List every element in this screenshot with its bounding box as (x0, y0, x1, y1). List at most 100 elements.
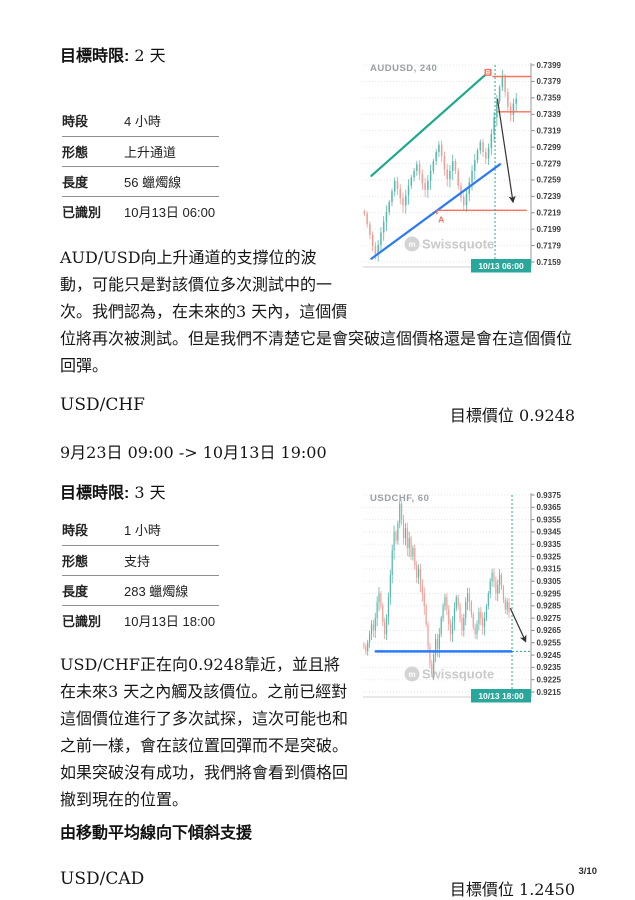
lower-channel-line (370, 163, 502, 260)
usdchf-spec-table: 時段 1 小時 形態 支持 長度 283 蠟燭線 已識別 10月13日 18:0… (62, 515, 219, 635)
usdchf-target-price: 目標價位 0.9248 (450, 402, 575, 426)
usdchf-target-time-heading: 目標時限: 3 天 (60, 479, 575, 503)
target-time-label: 目標時限: (60, 485, 130, 502)
target-price-value: 0.9248 (519, 406, 575, 425)
chart-symbol-title: AUDUSD, 240 (370, 63, 437, 74)
price-axis-label: 0.9365 (537, 503, 562, 512)
table-label: 長度 (62, 575, 124, 606)
pair-heading-usdchf: USD/CHF (60, 395, 145, 415)
price-axis-label: 0.7299 (537, 143, 562, 152)
usdchf-date-range: 9月23日 09:00 -> 10月13日 19:00 (60, 443, 327, 462)
table-label: 形態 (62, 545, 124, 576)
table-label: 長度 (62, 166, 124, 197)
price-axis-label: 0.7159 (537, 258, 562, 267)
candles (363, 499, 510, 680)
upper-channel-line (370, 71, 490, 177)
table-value: 56 蠟燭線 (124, 166, 219, 197)
svg-text:B: B (486, 71, 491, 77)
target-price-label: 目標價位 (449, 406, 514, 425)
svg-text:Swissquote: Swissquote (422, 667, 494, 682)
projection-arrow (509, 608, 527, 643)
price-axis-label: 0.9335 (537, 540, 562, 549)
table-value: 10月13日 06:00 (124, 204, 216, 220)
chart-symbol-title: USDCHF, 60 (370, 493, 429, 504)
target-price-value: 1.2450 (519, 880, 575, 899)
table-label: 形態 (62, 136, 124, 167)
table-row: 形態 上升通道 (62, 136, 219, 167)
target-time-value: 3 天 (134, 483, 166, 502)
price-axis-label: 0.7319 (537, 126, 562, 135)
price-axis-label: 0.7259 (537, 176, 562, 185)
price-axis-label: 0.9275 (537, 614, 562, 623)
table-label: 時段 (62, 515, 124, 546)
identified-time-badge: 10/13 06:00 (471, 259, 531, 273)
table-value: 283 蠟燭線 (124, 575, 219, 606)
table-value: 10月13日 18:00 (124, 613, 216, 629)
price-axis-label: 0.9305 (537, 577, 562, 586)
price-axis-label: 0.9295 (537, 589, 562, 598)
price-axis-label: 0.9355 (537, 515, 562, 524)
price-axis-label: 0.7379 (537, 77, 562, 86)
price-axis-label: 0.9245 (537, 651, 562, 660)
svg-text:10/13 18:00: 10/13 18:00 (478, 691, 524, 701)
usdchf-60-candlestick-chart: 0.9375 0.9365 0.9355 0.9345 0.9335 0.9325 0.93… (363, 491, 562, 703)
price-axis-label: 0.7219 (537, 209, 562, 218)
price-axis-label: 0.9235 (537, 663, 562, 672)
table-row: 形態 支持 (62, 545, 219, 576)
price-axis-label: 0.7179 (537, 241, 562, 250)
swissquote-watermark: m Swissquote (404, 236, 494, 252)
price-axis-label: 0.9215 (537, 688, 562, 697)
table-row: 長度 56 蠟燭線 (62, 166, 219, 197)
price-axis-label: 0.7239 (537, 192, 562, 201)
table-value: 上升通道 (124, 136, 219, 167)
audusd-spec-table: 時段 4 小時 形態 上升通道 長度 56 蠟燭線 已識別 10月13日 06:… (62, 106, 219, 226)
projection-arrow (496, 98, 516, 204)
audusd-analysis-paragraph: AUD/USD向上升通道的支撐位的波動，可能只是對該價位多次測試中的一次。我們認… (60, 248, 573, 375)
svg-text:10/13 06:00: 10/13 06:00 (478, 261, 524, 271)
svg-text:m: m (408, 240, 415, 249)
price-axis-label: 0.9315 (537, 565, 562, 574)
audusd-target-time-heading: 目標時限: 2 天 (60, 42, 575, 66)
candles (363, 69, 517, 262)
audusd-chart-figure: 0.7399 0.7379 0.7359 0.7339 0.7319 0.7299 0.72… (360, 57, 575, 275)
ma-support-note: 由移動平均線向下傾斜支援 (60, 825, 253, 842)
price-axis-label: 0.7359 (537, 94, 562, 103)
usdchf-chart-figure: 0.9375 0.9365 0.9355 0.9345 0.9335 0.9325 0.93… (360, 487, 575, 705)
table-row: 長度 283 蠟燭線 (62, 575, 219, 606)
price-axis-label: 0.9325 (537, 552, 562, 561)
price-axis-label: 0.7399 (537, 61, 562, 70)
table-label: 已識別 (62, 613, 102, 629)
target-price-label: 目標價位 (449, 880, 514, 899)
table-row: 時段 4 小時 (62, 106, 219, 137)
price-axis-label: 0.9255 (537, 639, 562, 648)
price-axis-label: 0.7279 (537, 159, 562, 168)
table-value: 4 小時 (124, 106, 219, 137)
target-time-value: 2 天 (134, 46, 166, 65)
table-row: 時段 1 小時 (62, 515, 219, 546)
svg-text:m: m (408, 670, 415, 679)
table-label: 時段 (62, 106, 124, 137)
audusd-240-candlestick-chart: 0.7399 0.7379 0.7359 0.7339 0.7319 0.7299 0.72… (363, 61, 562, 273)
target-time-label: 目標時限: (60, 48, 130, 65)
price-axis-label: 0.9225 (537, 675, 562, 684)
table-row: 已識別 10月13日 18:00 (62, 605, 219, 635)
price-axis-label: 0.7339 (537, 110, 562, 119)
price-axis-label: 0.9345 (537, 528, 562, 537)
table-label: 已識別 (62, 204, 102, 220)
price-axis-label: 0.9265 (537, 626, 562, 635)
point-marker-a: A (438, 214, 444, 224)
pair-heading-usdcad: USD/CAD (60, 869, 145, 889)
table-row: 已識別 10月13日 06:00 (62, 196, 219, 226)
table-value: 支持 (124, 545, 219, 576)
usdcad-target-price: 目標價位 1.2450 (450, 876, 575, 900)
price-axis-label: 0.9375 (537, 491, 562, 500)
price-axis-label: 0.9285 (537, 602, 562, 611)
swissquote-watermark: m Swissquote (404, 666, 494, 682)
point-marker-b: B (484, 68, 492, 77)
table-value: 1 小時 (124, 515, 219, 546)
usdchf-analysis-paragraph: USD/CHF正在向0.9248靠近，並且將在未來3 天之內觸及該價位。之前已經… (60, 655, 349, 809)
identified-time-badge: 10/13 18:00 (471, 689, 531, 703)
usdchf-header-row: USD/CHF 目標價位 0.9248 (60, 395, 575, 426)
usdcad-header-row: USD/CAD 目標價位 1.2450 (60, 869, 575, 900)
